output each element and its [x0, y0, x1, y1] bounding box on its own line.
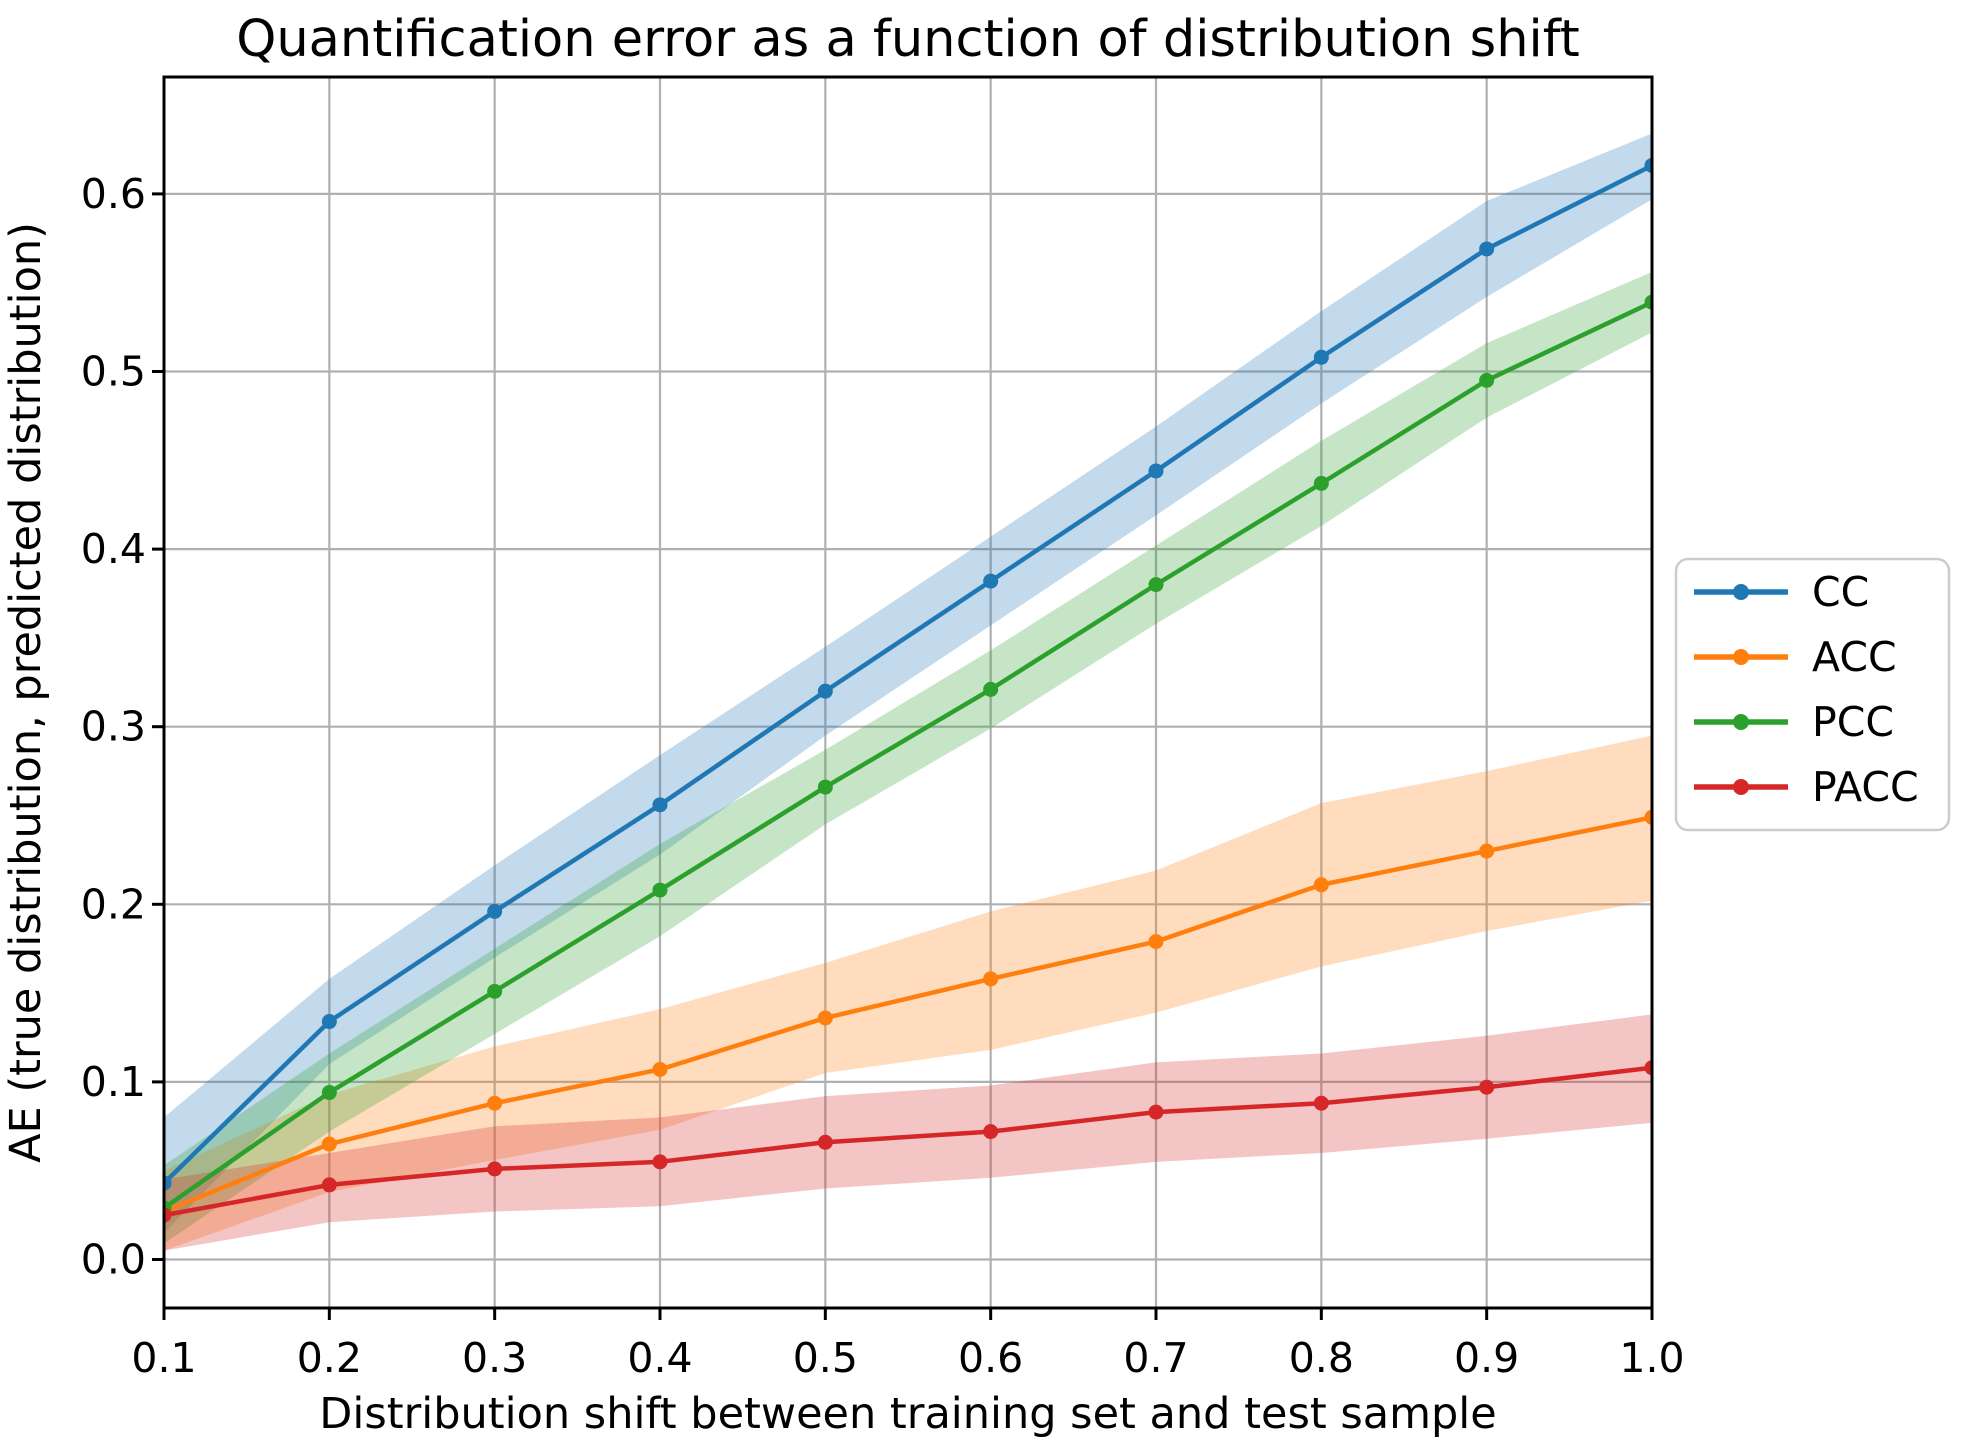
x-tick-label-0.4: 0.4 [627, 1334, 692, 1382]
x-tick-label-0.7: 0.7 [1123, 1334, 1188, 1382]
legend-item-CC: CC [1694, 568, 1869, 616]
legend-marker-CC [1733, 584, 1749, 600]
axes-spines [162, 75, 1654, 1310]
data-point-ACC-0.7 [1148, 934, 1164, 950]
series-line-PACC [164, 1065, 1652, 1218]
series-line-PCC [164, 299, 1652, 1211]
x-tick-label-0.3: 0.3 [462, 1334, 527, 1382]
axes-background [164, 77, 1652, 1308]
data-point-PACC-1.0 [1644, 1060, 1652, 1076]
data-point-ACC-0.4 [652, 1061, 668, 1077]
data-point-PACC-0.3 [487, 1161, 503, 1177]
data-point-CC-0.1 [164, 1175, 172, 1191]
series-band-ACC [164, 735, 1652, 1251]
legend-label-CC: CC [1812, 568, 1869, 616]
x-tick-label-0.2: 0.2 [297, 1334, 362, 1382]
series-layer [164, 133, 1652, 1251]
chart-title: Quantification error as a function of di… [236, 10, 1580, 69]
data-point-CC-0.4 [652, 797, 668, 813]
data-point-ACC-0.8 [1313, 877, 1329, 893]
legend-label-PCC: PCC [1812, 698, 1894, 746]
x-tick-label-0.1: 0.1 [131, 1334, 196, 1382]
data-point-PACC-0.4 [652, 1154, 668, 1170]
data-point-PCC-0.3 [487, 983, 503, 999]
series-band-PACC [164, 1014, 1652, 1251]
series-line-ACC [164, 815, 1652, 1214]
data-point-PCC-0.9 [1479, 372, 1495, 388]
y-tick-label-0.3: 0.3 [81, 703, 146, 751]
x-tick-label-1.0: 1.0 [1619, 1334, 1684, 1382]
data-point-PACC-0.6 [983, 1124, 999, 1140]
legend-marker-ACC [1733, 649, 1749, 665]
data-point-PCC-0.5 [817, 779, 833, 795]
data-point-PACC-0.9 [1479, 1079, 1495, 1095]
series-line-CC [164, 163, 1652, 1186]
legend-marker-PCC [1733, 714, 1749, 730]
x-tick-label-0.6: 0.6 [958, 1334, 1023, 1382]
legend-item-PACC: PACC [1694, 763, 1919, 811]
y-tick-label-0.4: 0.4 [81, 525, 146, 573]
x-tick-label-0.5: 0.5 [793, 1334, 858, 1382]
data-point-CC-0.3 [487, 903, 503, 919]
x-tick-label-0.9: 0.9 [1454, 1334, 1519, 1382]
tick-marks [152, 192, 1654, 1320]
data-point-CC-1.0 [1644, 157, 1652, 173]
data-point-PCC-0.7 [1148, 577, 1164, 593]
data-point-CC-0.2 [321, 1014, 337, 1030]
legend: CC ACC PCC PACC [1674, 557, 1951, 832]
y-tick-label-0.5: 0.5 [81, 348, 146, 396]
data-point-PCC-0.6 [983, 681, 999, 697]
x-tick-label-0.8: 0.8 [1289, 1334, 1354, 1382]
tick-labels: 0.1 0.2 0.3 0.4 0.5 0.6 0.7 0.8 0.9 1.0 0.0 0.1 0.2 0… [81, 170, 1685, 1382]
y-tick-label-0.1: 0.1 [81, 1058, 146, 1106]
data-point-ACC-1.0 [1644, 809, 1652, 825]
data-point-PCC-0.2 [321, 1085, 337, 1101]
data-point-CC-0.5 [817, 683, 833, 699]
y-tick-label-0.0: 0.0 [81, 1236, 146, 1284]
legend-label-ACC: ACC [1812, 633, 1897, 681]
data-point-ACC-0.2 [321, 1136, 337, 1152]
data-point-PCC-0.4 [652, 882, 668, 898]
legend-item-PCC: PCC [1694, 698, 1894, 746]
series-band-CC [164, 133, 1652, 1233]
data-point-ACC-0.5 [817, 1010, 833, 1026]
x-axis-label: Distribution shift between training set … [319, 1389, 1496, 1439]
data-point-PCC-1.0 [1644, 294, 1652, 310]
legend-marker-PACC [1733, 779, 1749, 795]
series-band-PCC [164, 272, 1652, 1244]
y-tick-label-0.2: 0.2 [81, 880, 146, 928]
data-point-CC-0.9 [1479, 241, 1495, 257]
y-axis-label: AE (true distribution, predicted distrib… [1, 222, 51, 1163]
data-point-PACC-0.2 [321, 1177, 337, 1193]
legend-label-PACC: PACC [1812, 763, 1919, 811]
legend-item-ACC: ACC [1694, 633, 1897, 681]
data-point-CC-0.8 [1313, 349, 1329, 365]
data-point-CC-0.6 [983, 573, 999, 589]
data-point-PACC-0.7 [1148, 1104, 1164, 1120]
data-point-CC-0.7 [1148, 463, 1164, 479]
legend-box [1674, 557, 1951, 832]
data-point-PACC-0.1 [164, 1207, 172, 1223]
data-point-PCC-0.8 [1313, 475, 1329, 491]
data-point-ACC-0.3 [487, 1095, 503, 1111]
data-point-PACC-0.5 [817, 1134, 833, 1150]
data-point-PACC-0.8 [1313, 1095, 1329, 1111]
data-point-ACC-0.6 [983, 971, 999, 987]
y-tick-label-0.6: 0.6 [81, 170, 146, 218]
data-point-ACC-0.9 [1479, 843, 1495, 859]
